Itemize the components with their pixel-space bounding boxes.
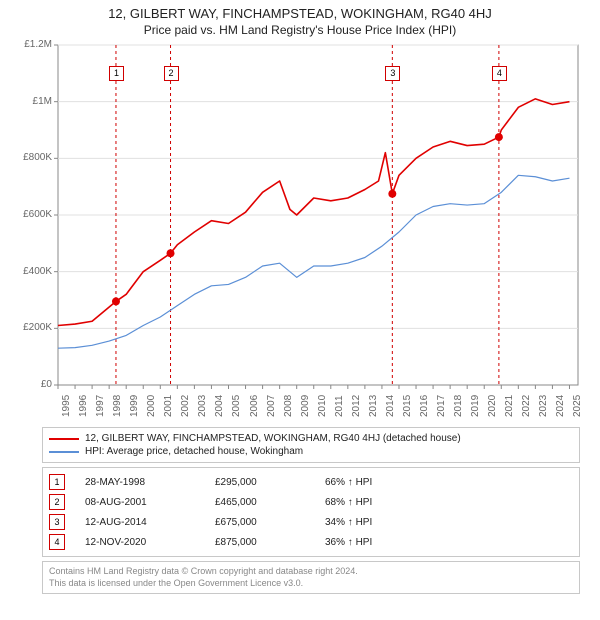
event-marker-number: 3 <box>385 66 400 81</box>
x-tick-label: 2020 <box>487 395 498 417</box>
legend-swatch <box>49 438 79 440</box>
event-marker-number: 4 <box>492 66 507 81</box>
event-number-box: 2 <box>49 494 65 510</box>
x-tick-label: 2009 <box>300 395 311 417</box>
chart-area: £0 £200K £400K £600K £800K £1M £1.2M 1995 1996 1… <box>10 41 590 421</box>
event-pct: 34% ↑ HPI <box>325 517 372 528</box>
x-tick-label: 2018 <box>453 395 464 417</box>
x-tick-label: 1998 <box>112 395 123 417</box>
y-tick-label: £1.2M <box>14 39 52 50</box>
event-row: 1 28-MAY-1998£295,00066% ↑ HPI <box>49 472 573 492</box>
x-tick-label: 2015 <box>402 395 413 417</box>
x-tick-label: 2005 <box>231 395 242 417</box>
chart-subtitle: Price paid vs. HM Land Registry's House … <box>0 21 600 41</box>
x-tick-label: 1997 <box>95 395 106 417</box>
legend: 12, GILBERT WAY, FINCHAMPSTEAD, WOKINGHA… <box>42 427 580 463</box>
x-tick-label: 2004 <box>214 395 225 417</box>
y-tick-label: £200K <box>14 322 52 333</box>
x-tick-label: 2021 <box>504 395 515 417</box>
event-pct: 36% ↑ HPI <box>325 537 372 548</box>
y-tick-label: £600K <box>14 209 52 220</box>
footnote-line-1: Contains HM Land Registry data © Crown c… <box>49 566 573 578</box>
event-marker-number: 1 <box>109 66 124 81</box>
event-number-box: 1 <box>49 474 65 490</box>
x-tick-label: 2008 <box>283 395 294 417</box>
event-row: 4 12-NOV-2020£875,00036% ↑ HPI <box>49 532 573 552</box>
x-tick-label: 1995 <box>61 395 72 417</box>
y-tick-label: £800K <box>14 152 52 163</box>
x-tick-label: 1999 <box>129 395 140 417</box>
legend-row: 12, GILBERT WAY, FINCHAMPSTEAD, WOKINGHA… <box>49 432 573 445</box>
events-table: 1 28-MAY-1998£295,00066% ↑ HPI 2 08-AUG-200… <box>42 467 580 557</box>
chart-svg <box>10 41 590 421</box>
x-tick-label: 2012 <box>351 395 362 417</box>
x-tick-label: 2024 <box>555 395 566 417</box>
event-row: 3 12-AUG-2014£675,00034% ↑ HPI <box>49 512 573 532</box>
x-tick-label: 2001 <box>163 395 174 417</box>
x-tick-label: 2025 <box>572 395 583 417</box>
x-tick-label: 2003 <box>197 395 208 417</box>
x-tick-label: 1996 <box>78 395 89 417</box>
event-pct: 66% ↑ HPI <box>325 477 372 488</box>
event-number-box: 4 <box>49 534 65 550</box>
y-tick-label: £1M <box>14 96 52 107</box>
legend-label: 12, GILBERT WAY, FINCHAMPSTEAD, WOKINGHA… <box>85 433 461 444</box>
event-price: £295,000 <box>215 477 325 488</box>
x-tick-label: 2007 <box>266 395 277 417</box>
event-row: 2 08-AUG-2001£465,00068% ↑ HPI <box>49 492 573 512</box>
x-tick-label: 2014 <box>385 395 396 417</box>
x-tick-label: 2011 <box>334 395 345 417</box>
legend-row: HPI: Average price, detached house, Woki… <box>49 445 573 458</box>
x-tick-label: 2010 <box>317 395 328 417</box>
x-tick-label: 2016 <box>419 395 430 417</box>
event-price: £675,000 <box>215 517 325 528</box>
x-tick-label: 2019 <box>470 395 481 417</box>
event-date: 12-AUG-2014 <box>85 517 215 528</box>
x-tick-label: 2022 <box>521 395 532 417</box>
x-tick-label: 2002 <box>180 395 191 417</box>
chart-title: 12, GILBERT WAY, FINCHAMPSTEAD, WOKINGHA… <box>0 0 600 21</box>
event-pct: 68% ↑ HPI <box>325 497 372 508</box>
event-date: 08-AUG-2001 <box>85 497 215 508</box>
event-date: 12-NOV-2020 <box>85 537 215 548</box>
footnote: Contains HM Land Registry data © Crown c… <box>42 561 580 594</box>
event-marker-number: 2 <box>164 66 179 81</box>
x-tick-label: 2013 <box>368 395 379 417</box>
x-tick-label: 2006 <box>249 395 260 417</box>
x-tick-label: 2000 <box>146 395 157 417</box>
x-tick-label: 2023 <box>538 395 549 417</box>
event-price: £465,000 <box>215 497 325 508</box>
event-date: 28-MAY-1998 <box>85 477 215 488</box>
event-price: £875,000 <box>215 537 325 548</box>
x-tick-label: 2017 <box>436 395 447 417</box>
event-number-box: 3 <box>49 514 65 530</box>
footnote-line-2: This data is licensed under the Open Gov… <box>49 578 573 590</box>
legend-label: HPI: Average price, detached house, Woki… <box>85 446 303 457</box>
y-tick-label: £0 <box>14 379 52 390</box>
y-tick-label: £400K <box>14 266 52 277</box>
legend-swatch <box>49 451 79 453</box>
